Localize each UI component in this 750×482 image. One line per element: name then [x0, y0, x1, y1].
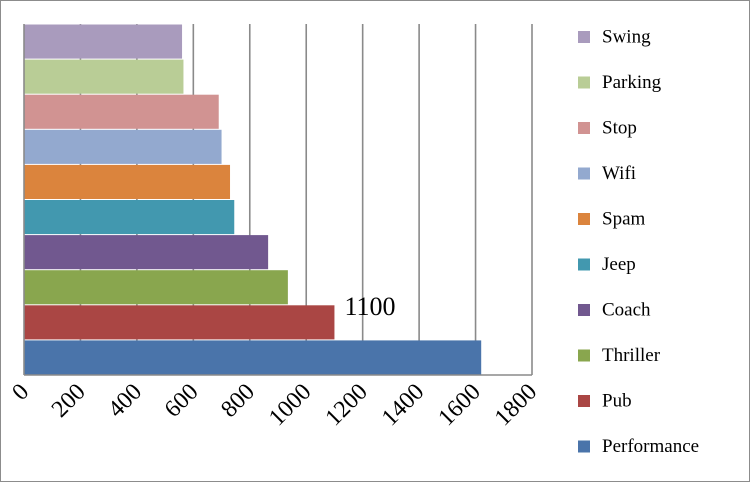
bar-swing: [24, 24, 183, 59]
legend: Swing Parking Stop Wifi Spam Jeep Coach Thrille…: [578, 26, 699, 457]
x-tick-label-1200: 1200: [321, 379, 373, 431]
x-tick-label-200: 200: [47, 379, 91, 423]
legend-label: Wifi: [602, 163, 636, 184]
legend-label: Coach: [602, 299, 651, 320]
legend-item-parking: Parking: [578, 72, 662, 93]
legend-swatch: [578, 167, 590, 180]
legend-swatch: [578, 349, 590, 362]
legend-item-jeep: Jeep: [578, 254, 636, 275]
x-tick-labels: 0 200 400 600 800 1000 1200 1400 1600 1800: [7, 379, 542, 431]
legend-item-performance: Performance: [578, 436, 699, 457]
bar-wifi: [24, 129, 222, 164]
legend-item-pub: Pub: [578, 390, 632, 411]
bar-thriller: [24, 270, 288, 305]
legend-item-thriller: Thriller: [578, 345, 661, 366]
x-tick-label-400: 400: [103, 379, 147, 423]
legend-label: Parking: [602, 72, 662, 93]
data-labels: 1100: [344, 292, 395, 321]
x-tick-label-0: 0: [7, 379, 34, 406]
legend-swatch: [578, 31, 590, 43]
bar-performance: [24, 340, 482, 375]
legend-label: Pub: [602, 390, 632, 411]
axes: [23, 24, 532, 376]
legend-label: Thriller: [602, 345, 661, 366]
x-tick-label-1800: 1800: [490, 379, 542, 431]
legend-swatch: [578, 395, 590, 407]
x-tick-label-800: 800: [216, 379, 260, 423]
legend-label: Spam: [602, 208, 646, 229]
x-tick-label-600: 600: [160, 379, 204, 423]
x-tick-label-1400: 1400: [377, 379, 429, 431]
legend-label: Jeep: [602, 254, 636, 275]
legend-item-spam: Spam: [578, 208, 646, 229]
bar-spam: [24, 164, 231, 199]
legend-item-coach: Coach: [578, 299, 651, 320]
legend-swatch: [578, 213, 590, 225]
legend-swatch: [578, 440, 590, 453]
legend-item-swing: Swing: [578, 26, 651, 47]
x-tick-label-1000: 1000: [264, 379, 316, 431]
x-tick-label-1600: 1600: [433, 379, 485, 431]
bar-parking: [24, 59, 184, 94]
legend-item-stop: Stop: [578, 117, 637, 138]
legend-swatch: [578, 122, 590, 134]
bar-pub: [24, 305, 335, 340]
legend-swatch: [578, 258, 590, 271]
bars: [24, 24, 482, 375]
legend-swatch: [578, 304, 590, 316]
legend-label: Stop: [602, 117, 637, 138]
bar-stop: [24, 94, 219, 129]
bar-coach: [24, 235, 269, 270]
legend-label: Swing: [602, 26, 651, 47]
legend-label: Performance: [602, 436, 699, 457]
data-label-pub: 1100: [344, 292, 395, 321]
legend-item-wifi: Wifi: [578, 163, 636, 184]
bar-jeep: [24, 200, 235, 235]
legend-swatch: [578, 76, 590, 89]
